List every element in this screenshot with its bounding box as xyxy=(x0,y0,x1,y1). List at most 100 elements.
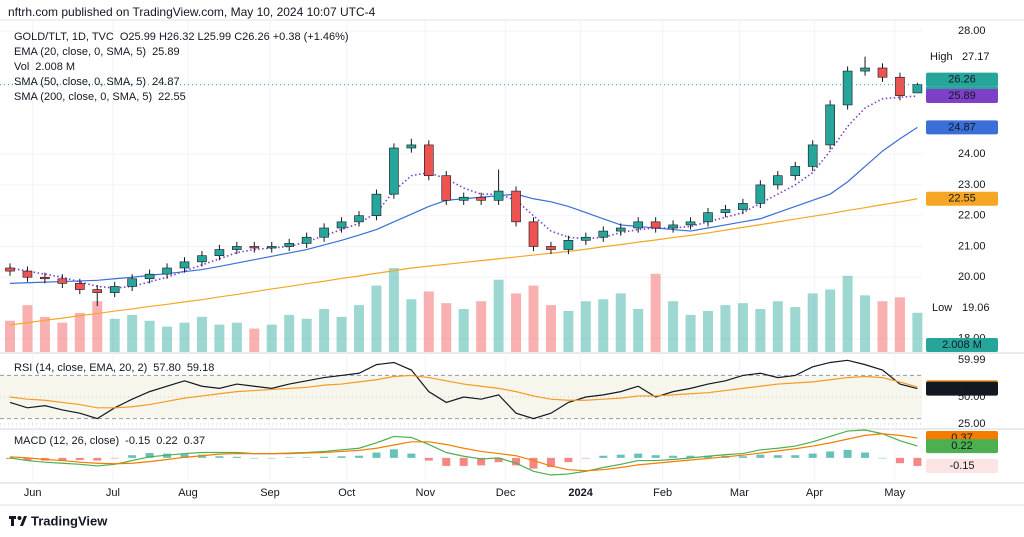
candle-body xyxy=(336,221,347,229)
candle-body xyxy=(825,104,835,146)
volume-bar xyxy=(825,289,836,352)
volume-bar xyxy=(354,305,364,352)
candle-body xyxy=(266,246,277,249)
y-tick-label: 22.00 xyxy=(958,210,986,222)
volume-badge-bg xyxy=(926,338,998,352)
histogram-bar xyxy=(75,457,84,461)
candle-body xyxy=(284,243,295,247)
histogram-bar xyxy=(581,457,590,459)
candle-body xyxy=(528,221,539,247)
volume-bar xyxy=(580,301,591,352)
histogram-bar xyxy=(564,457,573,463)
candle-body xyxy=(354,215,364,223)
header: nftrh.com published on TradingView.com, … xyxy=(8,5,376,19)
low-value: 19.06 xyxy=(962,302,990,314)
volume-bar xyxy=(633,309,644,352)
volume-bar xyxy=(406,299,417,352)
candle-body xyxy=(650,221,661,229)
hist-badge-bg xyxy=(926,459,998,473)
ma-badge: 24.87 xyxy=(948,121,976,133)
rsi-badge: 57.80 xyxy=(948,383,976,395)
volume-bar xyxy=(196,316,207,352)
histogram-bar xyxy=(477,457,486,466)
ma-badge: 22.55 xyxy=(948,193,976,205)
volume-bar xyxy=(703,310,713,352)
indicator-line xyxy=(9,374,918,409)
volume-bar xyxy=(842,275,853,352)
volume-bar xyxy=(545,305,556,352)
candle-body xyxy=(912,84,923,94)
logo-mark xyxy=(11,516,14,526)
volume-bar xyxy=(877,301,888,352)
legend-value: 57.80 xyxy=(153,362,181,374)
histogram-bar xyxy=(616,454,625,458)
histogram-bar xyxy=(110,457,119,459)
histogram-bar xyxy=(285,457,294,458)
volume-bar xyxy=(860,295,871,352)
histogram-bar xyxy=(843,449,852,458)
candle-body xyxy=(493,190,504,201)
y-tick-label: 21.00 xyxy=(958,240,986,252)
volume-bar xyxy=(231,322,242,352)
histogram-bar xyxy=(58,457,67,461)
candle-body xyxy=(144,273,155,280)
rsi-upper-label: 59.99 xyxy=(958,354,986,366)
histogram-bar xyxy=(826,451,835,458)
volume-bar xyxy=(615,293,626,352)
price-badge: 26.26 xyxy=(948,74,976,86)
histogram-bar xyxy=(250,457,259,459)
legend-value: 2.008 M xyxy=(35,61,75,73)
x-tick-label: Oct xyxy=(338,487,355,499)
hist-badge: -0.15 xyxy=(949,460,974,472)
candle-body xyxy=(371,193,382,216)
legend-title: RSI (14, close, EMA, 20, 2) xyxy=(14,362,147,374)
histogram-bar xyxy=(407,453,416,458)
candle-body xyxy=(615,227,626,232)
x-tick-label: Aug xyxy=(178,487,198,499)
indicator-line xyxy=(9,429,918,476)
candle-body xyxy=(476,196,486,201)
volume-bar xyxy=(266,324,277,352)
legend-value: 25.89 xyxy=(152,46,180,58)
volume-bar xyxy=(127,314,138,352)
legend-title: MACD (12, 26, close) xyxy=(14,435,119,447)
logo-mark xyxy=(20,516,27,526)
candle-body xyxy=(109,286,120,293)
candle-body xyxy=(249,246,260,249)
high-value: 27.17 xyxy=(962,51,990,63)
volume-bar xyxy=(284,314,295,352)
legend-title: GOLD/TLT, 1D, TVC xyxy=(14,31,114,43)
candle-body xyxy=(389,147,399,195)
histogram-bar xyxy=(512,457,521,466)
candle-body xyxy=(807,144,818,167)
candle-body xyxy=(772,175,783,186)
volume-bar xyxy=(493,279,504,352)
legend-name: SMA (50, close, 0, SMA, 5) xyxy=(14,76,146,88)
candle-body xyxy=(546,246,556,250)
y-tick-label: 28.00 xyxy=(958,25,986,37)
histogram-bar xyxy=(389,449,398,458)
macd-badge: 0.22 xyxy=(951,440,972,452)
candle-body xyxy=(406,144,417,149)
high-label: High xyxy=(930,51,953,63)
volume-bar xyxy=(737,303,748,352)
histogram-bar xyxy=(529,457,538,469)
volume-bar xyxy=(109,318,120,352)
volume-bar xyxy=(371,285,382,352)
x-tick-label: Sep xyxy=(260,487,280,499)
legend-value: 0.22 xyxy=(156,435,177,447)
x-tick-label: Jun xyxy=(24,487,42,499)
volume-bar xyxy=(772,301,783,352)
volume-bar xyxy=(598,299,609,352)
ma-badge-bg xyxy=(926,89,998,103)
volume-bar xyxy=(790,307,801,352)
histogram-bar xyxy=(23,457,32,461)
y-tick-label: 25.00 xyxy=(958,418,986,430)
histogram-bar xyxy=(93,457,102,461)
histogram-bar xyxy=(895,457,904,464)
candle-body xyxy=(842,70,853,106)
histogram-bar xyxy=(128,455,137,458)
candle-body xyxy=(598,230,609,238)
volume-bar xyxy=(441,303,452,352)
candle-body xyxy=(40,276,50,280)
